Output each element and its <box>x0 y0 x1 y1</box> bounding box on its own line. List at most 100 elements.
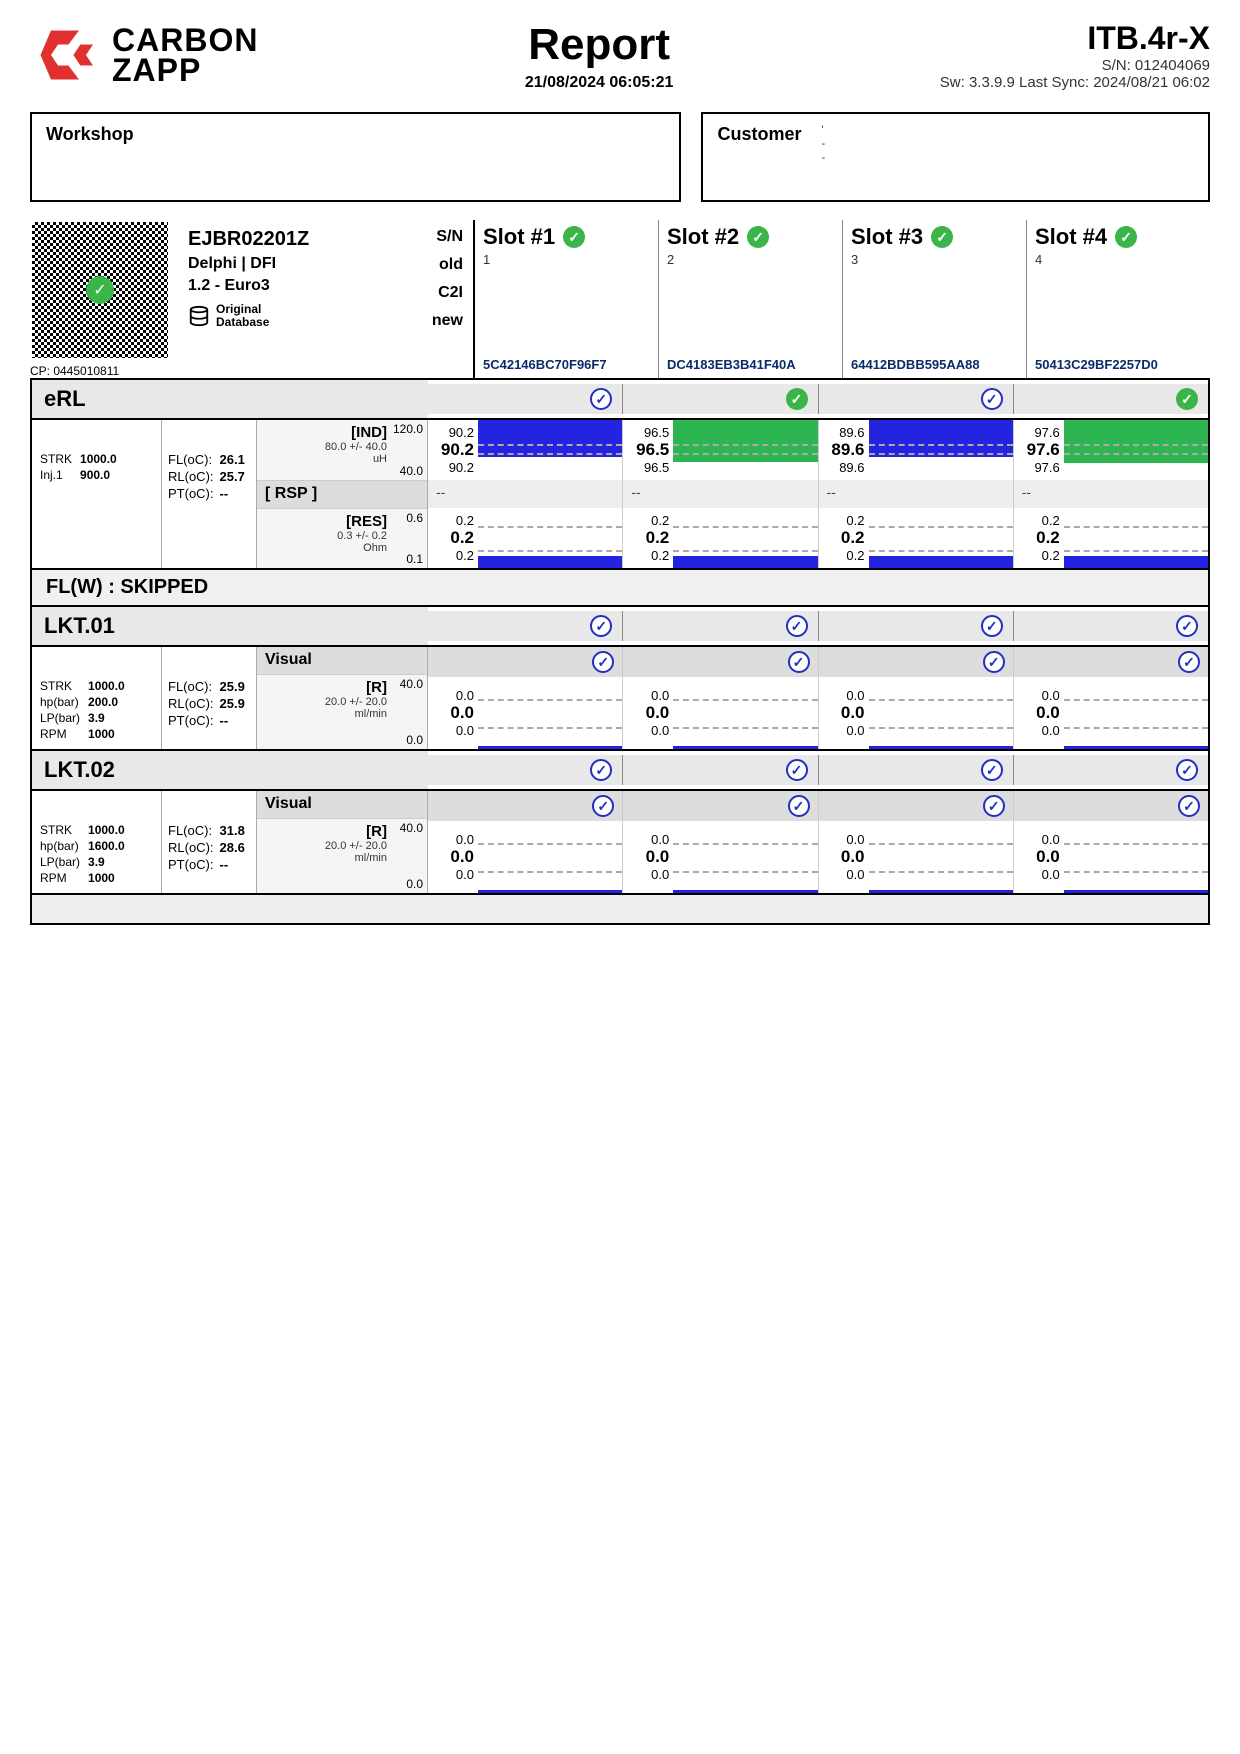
res-max: 0.6 <box>406 511 423 525</box>
val-lo: 0.0 <box>1042 723 1060 738</box>
lkt02-visual-label: Visual <box>265 795 312 812</box>
slot: Slot #2 2 DC4183EB3B41F40A <box>658 220 842 378</box>
customer-label: Customer <box>717 124 801 190</box>
status-cell <box>1013 384 1208 414</box>
cp-text: CP: 0445010811 <box>30 364 172 378</box>
val-lo: 0.0 <box>456 723 474 738</box>
status-cell <box>818 384 1013 414</box>
sn-new-label: new <box>415 312 463 330</box>
value-chart <box>478 420 622 480</box>
val-hi: 0.0 <box>456 832 474 847</box>
param-value: 25.9 <box>216 696 245 711</box>
check-icon <box>592 651 614 673</box>
slot-num: 3 <box>851 252 1018 267</box>
logo-text: CARBON ZAPP <box>112 25 258 86</box>
lkt02-meas: Visual 40.0 [R] 20.0 +/- 20.0ml/min 0.0 <box>257 791 428 893</box>
lkt01-r-max: 40.0 <box>400 677 423 691</box>
param-value: 3.9 <box>88 855 131 869</box>
val-main: 0.0 <box>646 703 670 723</box>
value-nums: 89.6 89.6 89.6 <box>819 420 869 480</box>
erl-data: 90.2 90.2 90.2 96.5 96.5 96.5 89.6 89. <box>428 420 1208 568</box>
data-cell: 0.0 0.0 0.0 <box>818 821 1013 893</box>
data-cell: 0.0 0.0 0.0 <box>818 677 1013 749</box>
info-boxes: Workshop Customer ' - - <box>30 112 1210 202</box>
value-nums: 0.0 0.0 0.0 <box>819 821 869 893</box>
erl-strk: STRK1000.0Inj.1900.0 <box>32 420 162 568</box>
val-hi: 97.6 <box>1034 425 1059 440</box>
param-value: 1000 <box>88 871 131 885</box>
visual-cell <box>1013 647 1208 677</box>
check-icon <box>590 759 612 781</box>
val-hi: 0.0 <box>846 688 864 703</box>
value-nums: 0.0 0.0 0.0 <box>1014 677 1064 749</box>
erl-label: eRL <box>32 380 428 418</box>
lkt02-r-name: [R] <box>263 823 421 840</box>
check-icon <box>981 615 1003 637</box>
param-label: LP(bar) <box>40 711 86 725</box>
sn-column: S/N old C2I new <box>415 220 475 378</box>
val-main: 0.2 <box>450 528 474 548</box>
val-lo: 0.0 <box>1042 867 1060 882</box>
val-lo: 89.6 <box>839 460 864 475</box>
value-nums: 0.2 0.2 0.2 <box>819 508 869 568</box>
status-cell <box>622 384 817 414</box>
val-hi: 96.5 <box>644 425 669 440</box>
value-row: 0.0 0.0 0.0 <box>819 677 1013 749</box>
check-icon <box>788 651 810 673</box>
device-sn: S/N: 012404069 <box>940 57 1210 74</box>
value-row: 0.0 0.0 0.0 <box>1014 821 1208 893</box>
lkt01-header: LKT.01 <box>30 607 1210 647</box>
param-label: RL(oC): <box>168 469 214 484</box>
val-hi: 0.2 <box>651 513 669 528</box>
ind-unit: uH <box>373 453 387 465</box>
lkt02-status <box>428 755 1208 785</box>
value-row: 0.2 0.2 0.2 <box>1014 508 1208 568</box>
slot-title: Slot #3 <box>851 224 1018 250</box>
lkt02-data: 0.0 0.0 0.0 0.0 0.0 0.0 0.0 0.0 <box>428 791 1208 893</box>
report-title: Report <box>525 20 674 70</box>
val-lo: 0.0 <box>456 867 474 882</box>
data-cell: 0.0 0.0 0.0 <box>428 821 622 893</box>
value-row: 0.0 0.0 0.0 <box>819 821 1013 893</box>
val-hi: 0.0 <box>456 688 474 703</box>
val-hi: 0.2 <box>456 513 474 528</box>
val-lo: 0.0 <box>651 867 669 882</box>
param-label: LP(bar) <box>40 855 86 869</box>
status-cell <box>622 755 817 785</box>
value-nums: 0.2 0.2 0.2 <box>428 508 478 568</box>
value-nums: 0.0 0.0 0.0 <box>428 821 478 893</box>
val-main: 90.2 <box>441 440 474 460</box>
value-nums: 0.0 0.0 0.0 <box>428 677 478 749</box>
value-chart <box>1064 821 1208 893</box>
param-label: PT(oC): <box>168 857 214 872</box>
part-db: OriginalDatabase <box>188 303 415 329</box>
check-icon <box>931 226 953 248</box>
res-unit: Ohm <box>363 542 387 554</box>
rsp-cell: -- <box>622 480 817 508</box>
check-icon <box>786 615 808 637</box>
lkt01-r-unit: ml/min <box>355 708 387 720</box>
workshop-box: Workshop <box>30 112 681 202</box>
visual-cell <box>818 647 1013 677</box>
slot-num: 4 <box>1035 252 1202 267</box>
val-main: 0.0 <box>450 847 474 867</box>
db-text: OriginalDatabase <box>216 303 269 329</box>
erl-header: eRL <box>30 380 1210 420</box>
flw-skipped: FL(W) : SKIPPED <box>30 570 1210 607</box>
param-label: RPM <box>40 871 86 885</box>
value-nums: 0.0 0.0 0.0 <box>623 821 673 893</box>
check-icon <box>983 795 1005 817</box>
value-row: 0.2 0.2 0.2 <box>428 508 622 568</box>
value-nums: 97.6 97.6 97.6 <box>1014 420 1064 480</box>
data-cell: 0.0 0.0 0.0 <box>622 821 817 893</box>
data-cell: 89.6 89.6 89.6 <box>818 420 1013 480</box>
val-lo: 0.2 <box>651 548 669 563</box>
val-main: 0.0 <box>646 847 670 867</box>
value-chart <box>1064 508 1208 568</box>
val-hi: 0.0 <box>846 832 864 847</box>
val-main: 0.0 <box>841 847 865 867</box>
check-icon <box>1176 388 1198 410</box>
data-cell: 90.2 90.2 90.2 <box>428 420 622 480</box>
res-block: 0.6 [RES] 0.3 +/- 0.2Ohm 0.1 <box>257 509 427 569</box>
lkt01-r-spec: 20.0 +/- 20.0 <box>325 696 387 708</box>
